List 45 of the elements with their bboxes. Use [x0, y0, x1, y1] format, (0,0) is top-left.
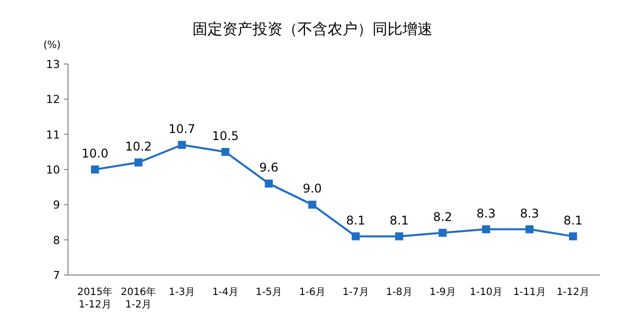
point	[438, 228, 447, 237]
x-tick-label: 1-10月	[470, 287, 502, 298]
y-tick-label: 13	[46, 58, 60, 71]
y-tick-label: 11	[46, 128, 60, 142]
point	[395, 232, 404, 240]
y-tick-label: 7	[53, 269, 60, 282]
data-label: 8.1	[346, 213, 366, 228]
chart-title: 固定资产投资（不含农户）同比增速	[192, 20, 432, 38]
x-tick-label: 1-9月	[429, 287, 456, 298]
data-label: 10.0	[82, 146, 108, 160]
y-tick-label: 10	[46, 164, 60, 176]
point	[221, 148, 230, 156]
x-tick-label: 1-7月	[342, 287, 369, 298]
data-label: 8.1	[390, 213, 409, 228]
data-label: 9.6	[259, 160, 278, 175]
x-tick-label: 1-5月	[256, 287, 282, 298]
x-tick-label: 1-8月	[386, 287, 412, 298]
x-tick-label: 1-11月	[513, 287, 546, 298]
x-tick-label: 1-3月	[168, 287, 196, 298]
y-tick-label: 8	[53, 234, 60, 247]
y-tick-label: 9	[53, 198, 60, 212]
x-tick-label: 2015年 1-12月	[77, 286, 113, 310]
data-label: 8.3	[520, 206, 540, 220]
x-tick-label: 1-12月	[556, 287, 590, 298]
point	[526, 225, 534, 234]
data-label: 8.3	[476, 206, 496, 220]
point	[91, 166, 99, 174]
point	[569, 232, 577, 240]
x-tick-label: 1-4月	[212, 287, 239, 298]
point	[482, 225, 490, 234]
point	[134, 158, 142, 166]
data-label: 8.2	[433, 210, 452, 224]
point	[308, 200, 316, 209]
y-tick-label: 12	[46, 93, 60, 106]
data-label: 9.0	[302, 182, 322, 196]
y-axis-title: (%)	[43, 40, 61, 51]
data-label: 8.1	[563, 213, 583, 228]
data-label: 10.5	[212, 128, 239, 143]
x-tick-label: 2016年 1-2月	[120, 286, 156, 310]
data-label: 10.7	[168, 122, 196, 136]
point	[178, 140, 186, 149]
x-tick-label: 1-6月	[299, 287, 326, 298]
point	[264, 180, 273, 188]
point	[352, 232, 360, 240]
data-label: 10.2	[125, 139, 152, 154]
